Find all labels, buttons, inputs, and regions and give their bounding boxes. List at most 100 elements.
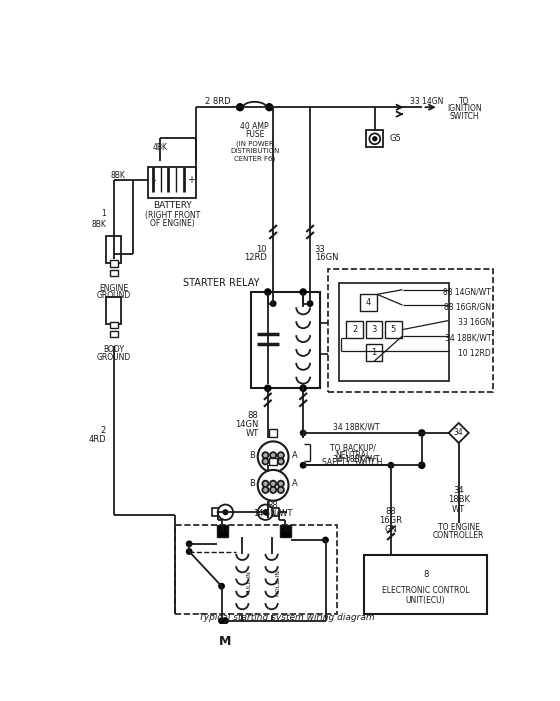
Text: 8: 8 (423, 570, 428, 579)
Circle shape (265, 385, 271, 391)
Bar (366, 130, 383, 147)
Bar (360, 294, 377, 311)
Circle shape (419, 430, 425, 436)
Text: 8BK: 8BK (110, 171, 125, 180)
Bar (339, 283, 449, 381)
Text: 16GR: 16GR (380, 516, 403, 525)
Text: STARTER RELAY: STARTER RELAY (183, 278, 260, 288)
Text: 33: 33 (315, 245, 325, 254)
Circle shape (266, 104, 273, 111)
Circle shape (270, 481, 276, 486)
Circle shape (270, 486, 276, 493)
Text: ELECTRONIC CONTROL: ELECTRONIC CONTROL (382, 585, 469, 594)
Text: NEUTRAL: NEUTRAL (335, 451, 370, 460)
Circle shape (223, 618, 228, 623)
Text: BATTERY: BATTERY (153, 201, 192, 210)
Text: CONTROLLER: CONTROLLER (433, 531, 484, 540)
Text: TO BACKUP/: TO BACKUP/ (329, 443, 375, 452)
Bar (110, 322, 118, 328)
Text: 88 16GR/GN: 88 16GR/GN (444, 303, 491, 312)
Bar (385, 321, 402, 338)
Circle shape (300, 289, 306, 295)
Circle shape (262, 481, 268, 486)
Circle shape (186, 549, 192, 554)
Text: 3: 3 (371, 325, 377, 334)
Circle shape (265, 289, 271, 295)
Text: 34: 34 (454, 486, 464, 495)
Bar (364, 555, 487, 614)
Text: 2 8RD: 2 8RD (205, 97, 231, 106)
Text: 4RD: 4RD (88, 435, 106, 444)
Text: 14GN: 14GN (235, 420, 259, 429)
Text: GN: GN (385, 526, 398, 534)
Circle shape (373, 137, 377, 141)
Text: 4BK: 4BK (152, 143, 167, 151)
Circle shape (307, 301, 313, 306)
Bar (366, 344, 382, 361)
Bar (328, 269, 493, 392)
Circle shape (219, 618, 224, 623)
Bar (110, 332, 118, 337)
Bar (110, 261, 118, 266)
Bar (280, 524, 291, 537)
Text: 18BK: 18BK (447, 496, 470, 505)
Bar (217, 524, 228, 537)
Text: 88: 88 (268, 501, 278, 510)
Text: 4: 4 (366, 299, 371, 307)
Text: (RIGHT FRONT: (RIGHT FRONT (144, 211, 200, 220)
Bar (346, 321, 363, 338)
Text: A: A (292, 479, 297, 489)
Text: 30: 30 (217, 524, 227, 533)
Text: SAFETY SWITCH: SAFETY SWITCH (322, 458, 382, 468)
Circle shape (219, 583, 224, 589)
Text: 2: 2 (352, 325, 357, 334)
Circle shape (278, 452, 284, 458)
Text: GROUND: GROUND (97, 292, 131, 300)
Circle shape (236, 104, 244, 111)
Text: 5: 5 (391, 325, 396, 334)
Bar (269, 429, 277, 437)
Text: CENTER F6): CENTER F6) (234, 156, 276, 162)
Bar (148, 168, 196, 198)
Text: B: B (249, 479, 254, 489)
Text: Typical starting system wiring diagram: Typical starting system wiring diagram (199, 613, 375, 622)
Text: OF ENGINE): OF ENGINE) (150, 219, 195, 228)
Text: (IN POWER: (IN POWER (236, 140, 273, 147)
Text: B: B (249, 451, 254, 460)
Text: SWITCH: SWITCH (449, 112, 479, 121)
Circle shape (301, 430, 306, 435)
Bar (106, 236, 122, 263)
Text: WT: WT (452, 505, 465, 514)
Circle shape (270, 458, 276, 465)
Bar (269, 458, 277, 465)
Text: 34 18BK/WT: 34 18BK/WT (333, 455, 380, 463)
Text: BODY: BODY (103, 346, 124, 354)
Text: M: M (219, 635, 232, 648)
Text: +: + (186, 175, 195, 184)
Circle shape (419, 462, 425, 468)
Text: ENGINE: ENGINE (99, 284, 128, 293)
Text: -: - (152, 175, 156, 184)
Text: DISTRIBUTION: DISTRIBUTION (230, 148, 279, 154)
Text: TO: TO (459, 97, 469, 106)
Text: TO ENGINE: TO ENGINE (438, 523, 480, 532)
Bar (212, 508, 221, 516)
Text: 33 16GN: 33 16GN (458, 318, 491, 327)
Circle shape (278, 458, 284, 465)
Text: WT: WT (245, 429, 259, 438)
Text: 10 12RD: 10 12RD (458, 349, 491, 358)
Circle shape (186, 541, 192, 547)
Text: 34 18BK/WT: 34 18BK/WT (333, 422, 380, 431)
Text: HOLD-IN: HOLD-IN (276, 569, 280, 596)
Circle shape (214, 630, 237, 653)
Text: 2: 2 (101, 426, 106, 435)
Circle shape (278, 481, 284, 486)
Bar (106, 297, 122, 325)
Text: 10: 10 (256, 245, 267, 254)
Circle shape (262, 486, 268, 493)
Circle shape (262, 452, 268, 458)
Text: 1: 1 (371, 348, 377, 358)
Circle shape (270, 452, 276, 458)
Circle shape (388, 463, 394, 468)
Circle shape (262, 458, 268, 465)
